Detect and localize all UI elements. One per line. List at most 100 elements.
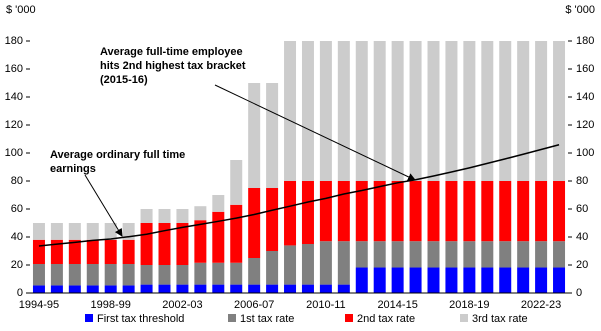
bar-segment [266, 251, 279, 285]
bar-segment [284, 284, 297, 293]
y2-tick-label: 80 [576, 175, 588, 187]
bar-segment [517, 241, 530, 268]
bar-segment [32, 264, 45, 286]
bar-segment [391, 41, 404, 181]
bar-segment [481, 267, 494, 293]
legend-swatch [85, 314, 93, 322]
bar-segment [68, 223, 81, 240]
bar-segment [284, 181, 297, 246]
bar-segment [319, 41, 332, 181]
x-tick-label: 2018-19 [449, 299, 489, 311]
bar-segment [409, 267, 422, 293]
bar-segment [230, 160, 243, 205]
bar-segment [176, 209, 189, 223]
bar-segment [140, 265, 153, 285]
legend-swatch [460, 314, 468, 322]
bar-segment [445, 267, 458, 293]
bar-segment [337, 241, 350, 285]
bar-segment [194, 206, 207, 221]
bar-segment [284, 245, 297, 285]
bar-segment [104, 264, 117, 286]
y2-tick-label: 20 [576, 259, 588, 271]
bar-segment [553, 41, 566, 181]
bar-segment [122, 264, 135, 286]
bar-segment [158, 265, 171, 285]
x-tick-label: 2010-11 [306, 299, 346, 311]
bar-segment [355, 267, 368, 293]
bar-segment [86, 223, 99, 240]
bar-segment [355, 41, 368, 181]
bar-segment [481, 181, 494, 242]
legend-label: First tax threshold [97, 313, 184, 325]
bar-segment [104, 239, 117, 265]
bar-segment [50, 239, 63, 265]
x-tick-label: 1994-95 [19, 299, 59, 311]
bar-segment [50, 264, 63, 286]
y-tick-label: 80 [11, 175, 23, 187]
bar-segment [301, 284, 314, 293]
bar-segment [499, 181, 512, 242]
bar-segment [445, 41, 458, 181]
bar-segment [535, 241, 548, 268]
annotation-arrow [84, 174, 123, 237]
y-unit-left: $ '000 [6, 4, 36, 16]
bar-segment [553, 267, 566, 293]
bar-segment [68, 264, 81, 286]
bar-segment [32, 223, 45, 240]
bar-segment [301, 244, 314, 285]
y-tick-label: 40 [11, 231, 23, 243]
legend-label: 3rd tax rate [472, 313, 528, 325]
bar-segment [176, 223, 189, 265]
bar-segment [337, 284, 350, 293]
bar-segment [337, 41, 350, 181]
bar-segment [553, 241, 566, 268]
bar-segment [248, 284, 261, 293]
bar-segment [463, 241, 476, 268]
bar-segment [122, 285, 135, 293]
bar-segment [517, 267, 530, 293]
y2-tick-label: 100 [576, 147, 594, 159]
bar-segment [481, 241, 494, 268]
bar-segment [427, 267, 440, 293]
bar-segment [194, 262, 207, 285]
bar-segment [50, 285, 63, 293]
bar-segment [86, 285, 99, 293]
bar-segment [535, 41, 548, 181]
x-tick-label: 1998-99 [91, 299, 131, 311]
bar-segment [212, 195, 225, 212]
bar-segment [373, 181, 386, 242]
annotation-arrow [214, 84, 416, 181]
bar-segment [140, 284, 153, 293]
bar-segment [337, 181, 350, 242]
bar-segment [266, 284, 279, 293]
bar-segment [319, 284, 332, 293]
y2-tick-label: 0 [576, 287, 582, 299]
legend-swatch [345, 314, 353, 322]
bar-segment [535, 267, 548, 293]
bar-segment [266, 83, 279, 188]
legend-label: 1st tax rate [240, 313, 294, 325]
bar-segment [86, 239, 99, 265]
bar-segment [266, 188, 279, 251]
y2-tick-label: 160 [576, 63, 594, 75]
bar-segment [409, 241, 422, 268]
y2-tick-label: 120 [576, 119, 594, 131]
bar-segment [248, 83, 261, 188]
bar-segment [140, 223, 153, 265]
bar-segment [194, 284, 207, 293]
bar-segment [373, 41, 386, 181]
bar-segment [373, 267, 386, 293]
bar-segment [284, 41, 297, 181]
x-tick-label: 2006-07 [234, 299, 274, 311]
bar-segment [230, 284, 243, 293]
y2-tick-label: 140 [576, 91, 594, 103]
annotation: earnings [50, 163, 96, 175]
bar-segment [499, 241, 512, 268]
y-unit-right: $ '000 [565, 4, 595, 16]
bar-segment [301, 181, 314, 244]
bar-segment [140, 209, 153, 223]
bar-segment [463, 41, 476, 181]
bar-segment [427, 181, 440, 242]
bar-segment [391, 241, 404, 268]
bar-segment [68, 285, 81, 293]
